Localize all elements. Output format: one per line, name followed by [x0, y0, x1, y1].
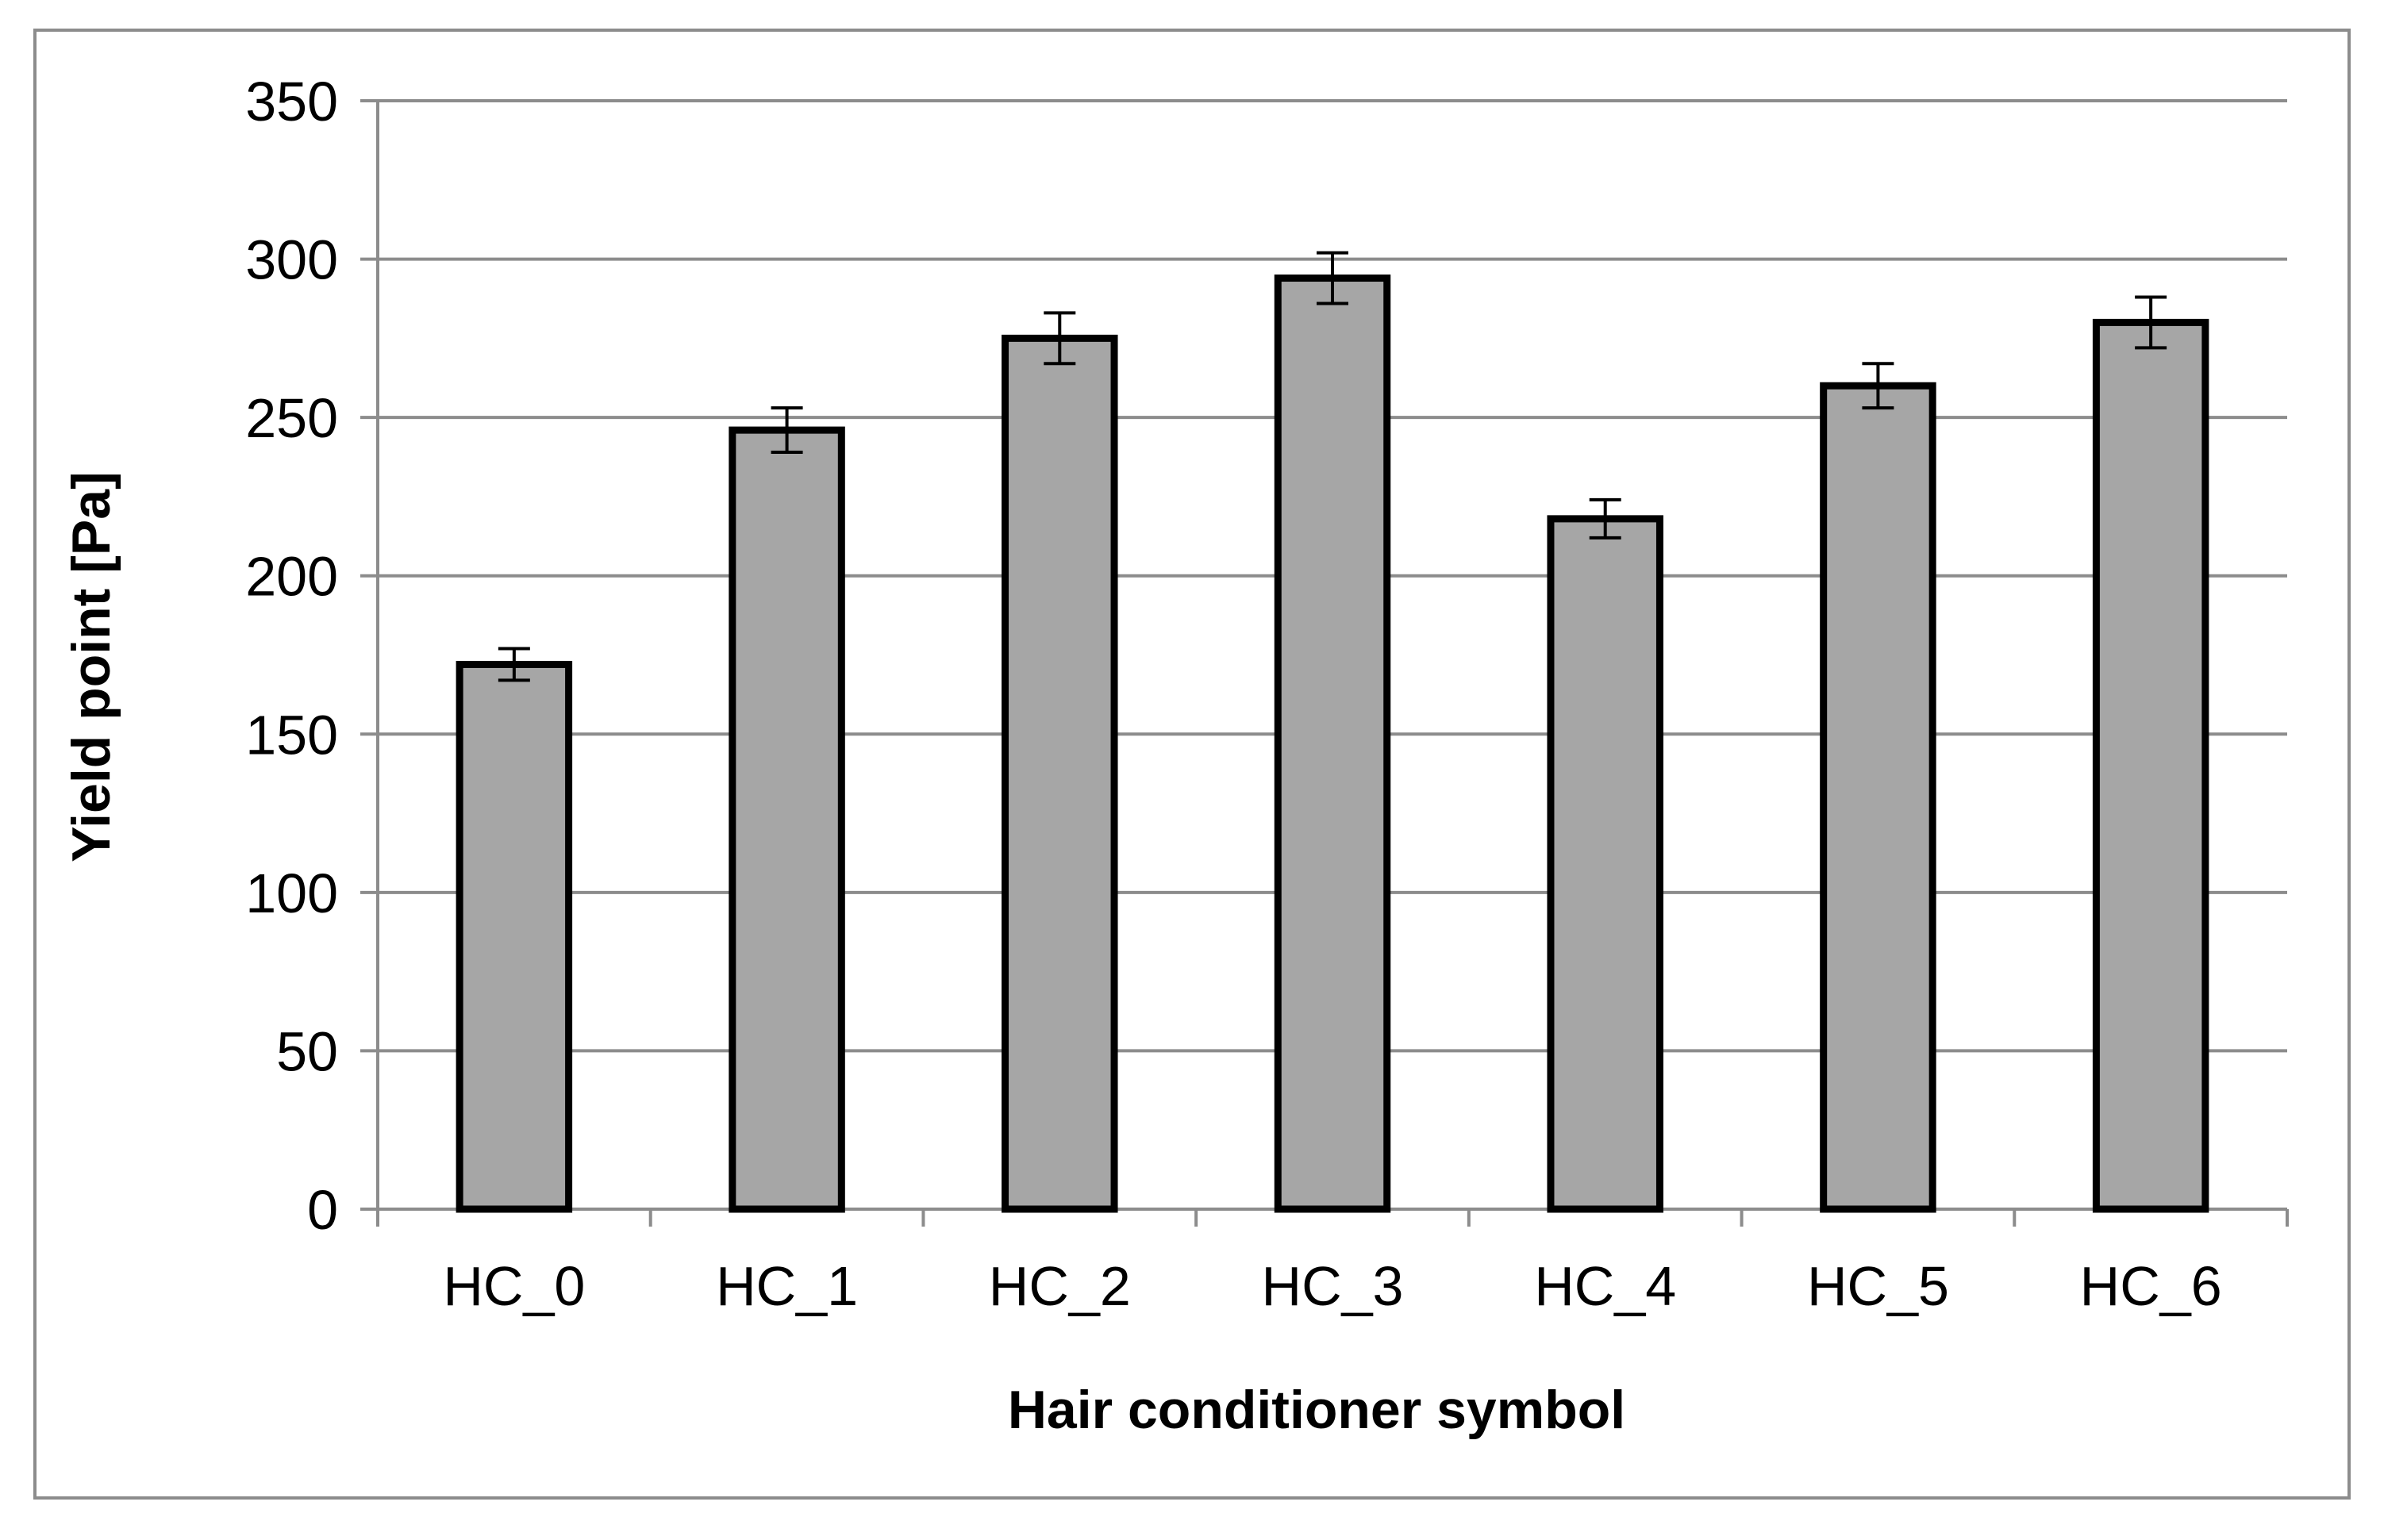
- x-tick-labels: HC_0 HC_1 HC_2 HC_3 HC_4 HC_5 HC_6: [443, 1255, 2221, 1317]
- x-tick-label: HC_0: [443, 1255, 585, 1317]
- bar-HC_4: [1547, 515, 1663, 1213]
- y-tick-label: 0: [307, 1179, 338, 1241]
- bar-HC_0: [456, 660, 573, 1213]
- error-bars: [498, 251, 2167, 682]
- error-bar-HC_5: [1862, 362, 1894, 410]
- error-bar-HC_6: [2135, 295, 2167, 350]
- y-tick-label: 100: [245, 862, 338, 924]
- x-axis-title: Hair conditioner symbol: [1008, 1380, 1625, 1440]
- error-bar-HC_2: [1044, 311, 1076, 366]
- x-tick-label: HC_1: [716, 1255, 858, 1317]
- y-tick-labels: 0 50 100 150 200 250 300 350: [245, 71, 338, 1241]
- y-tick-label: 300: [245, 229, 338, 291]
- x-tick-label: HC_2: [989, 1255, 1131, 1317]
- bar-HC_6: [2092, 318, 2209, 1213]
- error-bar-HC_0: [498, 647, 530, 682]
- bar-HC_5: [1820, 382, 1936, 1213]
- bars: [456, 275, 2209, 1213]
- x-tick-label: HC_3: [1262, 1255, 1404, 1317]
- y-tick-label: 350: [245, 71, 338, 132]
- x-tick-label: HC_6: [2080, 1255, 2222, 1317]
- y-axis-title: Yield point [Pa]: [61, 471, 121, 862]
- y-tick-label: 50: [276, 1020, 338, 1082]
- bar-HC_1: [729, 426, 845, 1213]
- error-bar-HC_3: [1317, 251, 1348, 305]
- y-tick-label: 150: [245, 704, 338, 766]
- error-bar-HC_4: [1589, 497, 1621, 540]
- chart-frame: [33, 29, 2351, 1500]
- y-tick-label: 200: [245, 546, 338, 608]
- x-tick-label: HC_5: [1807, 1255, 1949, 1317]
- bar-HC_3: [1274, 275, 1391, 1213]
- x-tick-label: HC_4: [1534, 1255, 1676, 1317]
- y-tick-label: 250: [245, 387, 338, 449]
- error-bar-HC_1: [771, 406, 803, 455]
- bar-HC_2: [1002, 334, 1118, 1213]
